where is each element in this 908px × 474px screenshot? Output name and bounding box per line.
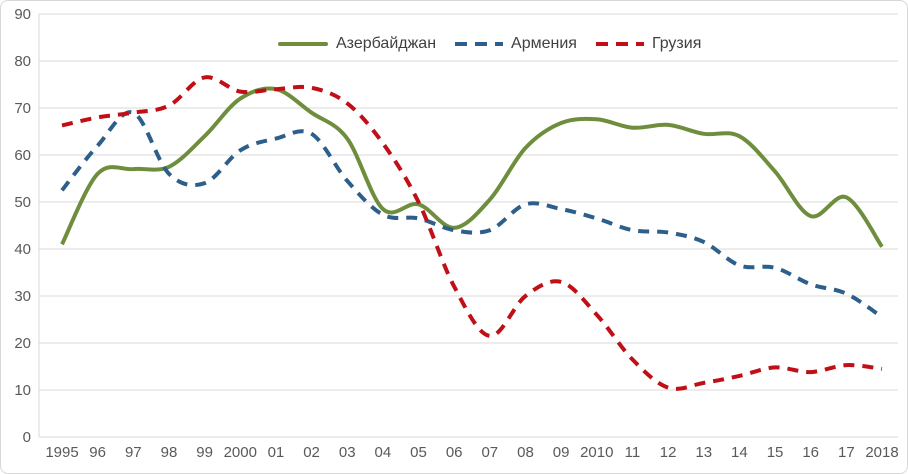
x-axis-tick-label: 12: [660, 444, 677, 461]
x-axis-tick-label: 14: [731, 444, 748, 461]
x-axis-tick-label: 08: [517, 444, 534, 461]
x-axis-tick-label: 06: [446, 444, 463, 461]
x-axis-tick-label: 11: [625, 444, 641, 461]
y-axis-tick-label: 50: [14, 194, 31, 211]
legend-item-georgia: Грузия: [595, 35, 702, 53]
x-axis-tick-label: 2010: [580, 444, 613, 461]
y-axis-tick-label: 80: [14, 53, 31, 70]
legend-item-armenia: Армения: [455, 35, 577, 53]
y-axis-tick-label: 20: [14, 335, 31, 352]
series-line-armenia: [60, 110, 884, 319]
x-axis-tick-label: 96: [89, 444, 106, 461]
x-axis-tick-label: 01: [268, 444, 285, 461]
armenia-line-swatch-icon: [455, 42, 504, 46]
y-axis-tick-label: 30: [14, 288, 31, 305]
series-line-azerbaijan: [60, 86, 884, 248]
legend-label-armenia: Армения: [511, 35, 577, 52]
x-axis-tick-label: 07: [481, 444, 498, 461]
x-axis-tick-label: 2018: [865, 444, 898, 461]
x-axis-tick-label: 1995: [45, 444, 78, 461]
y-axis-tick-label: 60: [14, 147, 31, 164]
x-axis-tick-label: 02: [303, 444, 320, 461]
chart-legend: Азербайджан Армения Грузия: [278, 34, 701, 54]
x-axis-tick-label: 04: [375, 444, 392, 461]
x-axis-tick-label: 15: [767, 444, 784, 461]
y-axis-tick-label: 40: [14, 241, 31, 258]
x-axis-tick-label: 2000: [224, 444, 257, 461]
legend-item-azerbaijan: Азербайджан: [278, 35, 436, 53]
georgia-line-swatch-icon: [595, 42, 644, 46]
x-axis-tick-label: 05: [410, 444, 427, 461]
x-axis-tick-label: 09: [553, 444, 570, 461]
y-axis-tick-label: 0: [23, 429, 31, 446]
y-axis-tick-label: 10: [14, 382, 31, 399]
legend-label-georgia: Грузия: [651, 35, 702, 52]
x-axis-tick-label: 17: [838, 444, 855, 461]
azerbaijan-line-swatch-icon: [278, 42, 328, 46]
x-axis-tick-label: 13: [695, 444, 712, 461]
x-axis-tick-label: 99: [196, 444, 213, 461]
x-axis-tick-label: 97: [125, 444, 142, 461]
x-axis-tick-label: 98: [161, 444, 178, 461]
x-axis-tick-label: 03: [339, 444, 356, 461]
series-line-georgia: [61, 75, 883, 391]
y-axis-tick-label: 90: [14, 6, 31, 23]
y-axis-tick-label: 70: [14, 100, 31, 117]
x-axis-tick-label: 16: [802, 444, 819, 461]
legend-label-azerbaijan: Азербайджан: [336, 35, 437, 52]
